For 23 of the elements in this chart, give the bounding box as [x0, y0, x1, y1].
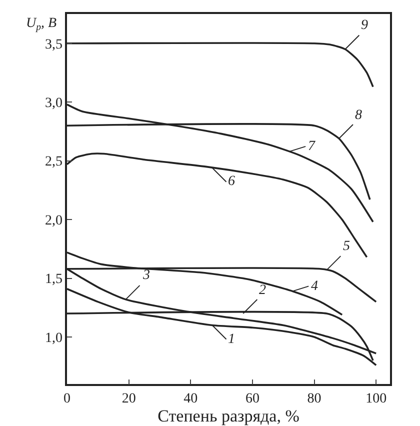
y-tick-label: 1,5: [44, 272, 62, 288]
y-tick-label: 3,0: [44, 96, 62, 111]
annotation: 1: [228, 332, 235, 347]
annotation: 6: [228, 174, 235, 189]
y-tick-label: 2,5: [44, 154, 62, 170]
annotation: 9: [361, 18, 368, 33]
annotation: 8: [355, 108, 362, 123]
x-tick-label: 40: [184, 392, 198, 407]
annotation: 2: [259, 283, 266, 298]
x-axis-title: Степень разряда, %: [158, 406, 300, 426]
annotation: 3: [142, 268, 150, 283]
y-tick-label: 1,0: [44, 330, 62, 346]
annotation: 5: [343, 239, 350, 254]
y-tick-label: 2,0: [44, 213, 62, 228]
x-tick-label: 60: [245, 392, 260, 407]
x-tick-label: 20: [122, 392, 136, 407]
annotation: 4: [311, 279, 318, 294]
annotation: 7: [308, 139, 316, 154]
y-axis-title: U$_{р}$, В: [26, 16, 58, 33]
x-tick-label: 80: [307, 392, 322, 407]
x-tick-label: 0: [64, 392, 70, 407]
y-tick-label: 3,5: [44, 37, 62, 52]
x-tick-label: 100: [366, 392, 387, 407]
